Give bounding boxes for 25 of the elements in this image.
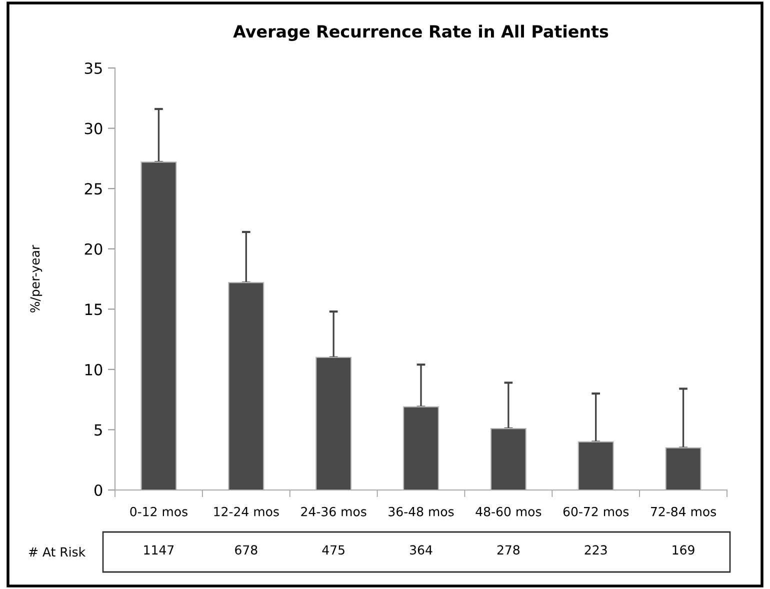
text: 475 xyxy=(322,545,344,555)
text: 364 xyxy=(410,545,432,555)
x-tick-label: 60-72 mos xyxy=(563,506,629,516)
text: # At Risk xyxy=(28,546,86,557)
text: 678 xyxy=(235,545,258,555)
y-tick-label: 35 xyxy=(84,62,102,74)
y-tick-label: 0 xyxy=(94,484,102,496)
text: 223 xyxy=(584,545,607,555)
x-tick-label: 12-24 mos xyxy=(214,506,279,516)
y-tick-label: 20 xyxy=(84,243,102,255)
x-tick-label: 48-60 mos xyxy=(476,506,542,516)
text: 1147 xyxy=(144,545,174,554)
text: 169 xyxy=(672,545,694,555)
y-tick-label: 10 xyxy=(85,364,102,376)
text: 278 xyxy=(497,545,520,555)
y-tick-label: 30 xyxy=(84,122,102,134)
y-axis-title: %/per-year xyxy=(30,244,42,312)
x-tick-label: 0-12 mos xyxy=(130,506,188,516)
x-tick-label: 24-36 mos xyxy=(301,506,366,516)
x-tick-label: 72-84 mos xyxy=(650,506,716,516)
y-tick-label: 5 xyxy=(94,424,102,436)
y-tick-label: 25 xyxy=(84,183,102,195)
x-tick-label: 36-48 mos xyxy=(388,506,454,516)
chart-title: Average Recurrence Rate in All Patients xyxy=(233,24,608,42)
y-tick-label: 15 xyxy=(85,304,102,316)
